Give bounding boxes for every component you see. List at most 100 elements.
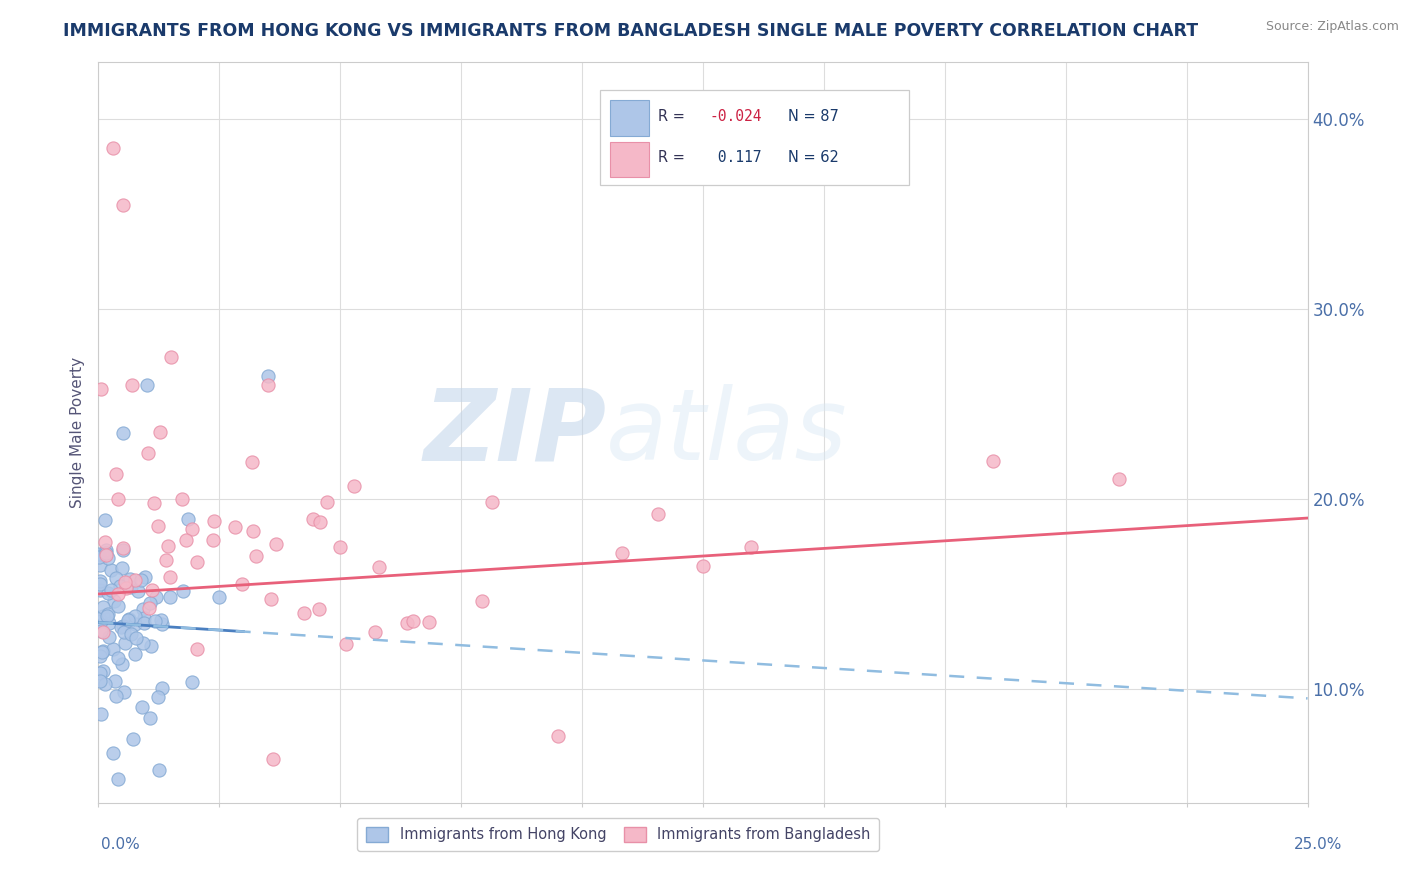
Point [120, 581, 142, 595]
Point [150, 617, 173, 632]
Point [170, 491, 193, 506]
Point [101, 746, 124, 760]
Point [115, 581, 138, 595]
Point [692, 558, 714, 573]
Point [107, 492, 129, 507]
Point [395, 616, 418, 631]
Point [107, 650, 129, 665]
Point [124, 573, 146, 587]
Point [93, 609, 115, 624]
Point [98, 630, 121, 644]
Text: 0.117: 0.117 [709, 151, 762, 165]
Point [159, 590, 181, 604]
Point [104, 571, 127, 585]
Point [418, 615, 440, 630]
Text: R =: R = [658, 151, 685, 165]
Point [118, 612, 141, 626]
Point [149, 613, 172, 627]
Point [481, 495, 503, 509]
Point [134, 616, 156, 631]
Point [240, 455, 263, 469]
Point [610, 546, 633, 560]
Point [100, 563, 122, 577]
Point [97, 551, 120, 566]
Point [89, 547, 111, 561]
Point [91, 624, 114, 639]
Point [90, 706, 112, 721]
Point [148, 764, 170, 778]
Text: 0.0%: 0.0% [101, 838, 141, 852]
Point [132, 602, 155, 616]
Point [89, 549, 111, 564]
Point [90, 382, 112, 396]
Point [143, 615, 166, 629]
Point [120, 627, 142, 641]
Point [242, 524, 264, 538]
Point [89, 574, 111, 588]
Point [547, 730, 569, 744]
Point [157, 539, 180, 553]
Point [91, 547, 114, 561]
Text: atlas: atlas [606, 384, 848, 481]
Point [402, 614, 425, 628]
Point [112, 624, 135, 639]
Point [107, 587, 129, 601]
Point [343, 478, 366, 492]
Point [145, 591, 167, 605]
Point [149, 425, 172, 440]
Point [91, 664, 114, 678]
Point [96, 549, 118, 563]
Point [159, 570, 181, 584]
Point [111, 425, 134, 440]
Text: ZIP: ZIP [423, 384, 606, 481]
Point [89, 673, 111, 688]
Point [111, 618, 134, 632]
Point [292, 606, 315, 620]
Point [117, 615, 139, 630]
Point [101, 141, 124, 155]
Point [264, 536, 287, 550]
Point [91, 645, 114, 659]
Point [335, 636, 357, 650]
Point [740, 540, 762, 554]
Point [124, 609, 146, 624]
Point [90, 614, 112, 628]
Point [262, 752, 284, 766]
Point [117, 613, 139, 627]
Point [97, 607, 120, 621]
Point [89, 665, 111, 680]
Point [97, 585, 120, 599]
Point [91, 644, 114, 658]
Point [90, 624, 112, 638]
Point [138, 711, 160, 725]
Point [202, 533, 225, 547]
Point [177, 512, 200, 526]
Point [121, 378, 143, 392]
Point [89, 649, 111, 664]
Point [111, 657, 134, 671]
Point [1108, 472, 1130, 486]
Point [148, 518, 170, 533]
Text: Source: ZipAtlas.com: Source: ZipAtlas.com [1265, 20, 1399, 33]
Point [160, 350, 183, 364]
Point [150, 681, 173, 695]
Point [89, 576, 111, 591]
Text: N = 62: N = 62 [787, 151, 838, 165]
FancyBboxPatch shape [600, 90, 908, 185]
Point [89, 611, 111, 625]
FancyBboxPatch shape [610, 100, 648, 136]
Y-axis label: Single Male Poverty: Single Male Poverty [70, 357, 86, 508]
Point [108, 579, 131, 593]
Point [329, 540, 352, 554]
Point [121, 732, 143, 747]
Point [125, 632, 148, 646]
FancyBboxPatch shape [610, 142, 648, 178]
Point [110, 620, 132, 634]
Point [94, 677, 117, 691]
Point [129, 573, 152, 587]
Point [245, 549, 267, 563]
Point [111, 198, 134, 212]
Point [94, 546, 117, 560]
Point [134, 569, 156, 583]
Text: -0.024: -0.024 [709, 109, 762, 124]
